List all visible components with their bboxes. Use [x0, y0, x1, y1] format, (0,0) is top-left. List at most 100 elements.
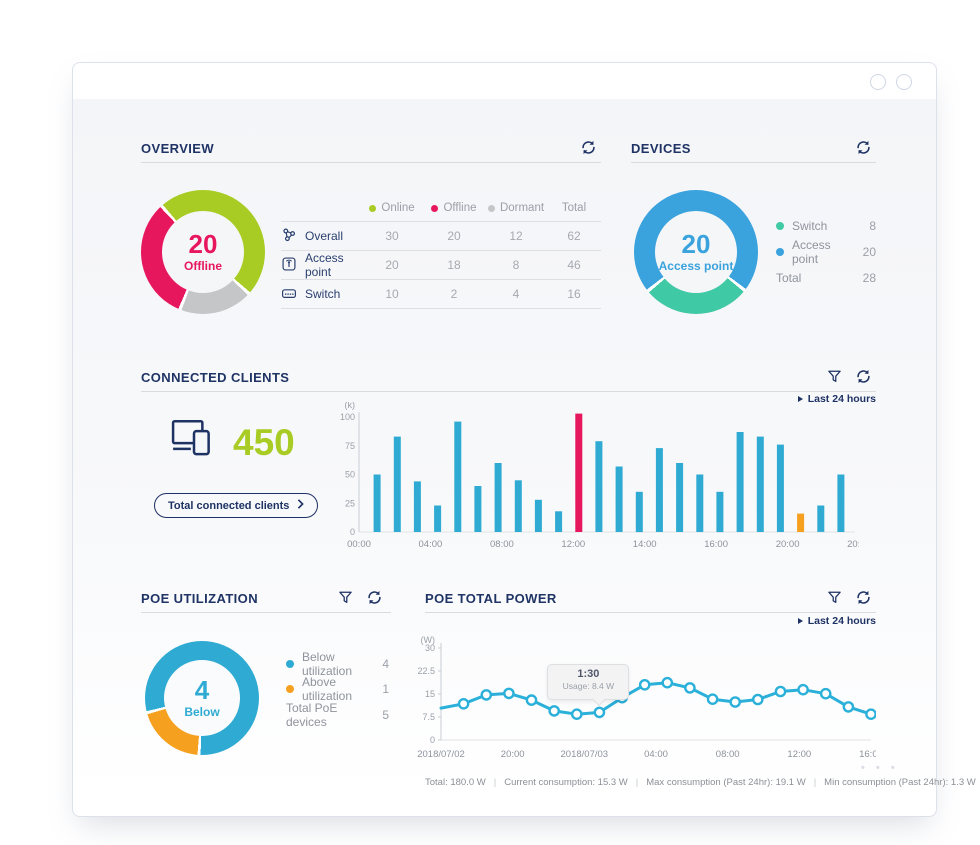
legend-item-below: Below utilization 4 — [286, 649, 389, 678]
switch-dot-icon — [776, 222, 784, 230]
connected-clients-panel: CONNECTED CLIENTS Last 24 hours — [141, 364, 876, 585]
svg-text:16:00: 16:00 — [859, 749, 876, 760]
svg-text:04:00: 04:00 — [644, 749, 668, 760]
devices-legend: Switch 8 Access point 20 Total 28 — [776, 213, 876, 291]
devices-donut-chart[interactable]: 20 Access point — [634, 190, 758, 314]
poe-legend: Below utilization 4 Above utilization 1 … — [286, 649, 389, 729]
svg-text:14:00: 14:00 — [633, 539, 657, 550]
poe-util-title: POE UTILIZATION — [141, 591, 258, 606]
window-circle-icon — [896, 74, 912, 90]
svg-text:15: 15 — [425, 689, 435, 699]
overview-donut-chart[interactable]: 20 Offline — [141, 190, 265, 314]
overall-offline: 20 — [447, 229, 461, 243]
above-dot-icon — [286, 685, 294, 694]
time-range-selector[interactable]: Last 24 hours — [797, 615, 876, 627]
legend-value: 1 — [382, 682, 389, 697]
svg-text:16:00: 16:00 — [704, 539, 728, 550]
button-label: Total connected clients — [168, 499, 290, 512]
devices-donut-value: 20 — [681, 228, 711, 259]
poe-power-line-chart[interactable]: (W) 30 22.5 15 7.5 0 2018/07/02 20:00 2018/07/03… — [401, 635, 883, 775]
legend-label: Below utilization — [302, 649, 353, 678]
overview-table-header: Online Offline Dormant Total — [281, 195, 601, 221]
tooltip-usage: Usage: 8.4 W — [562, 681, 615, 692]
row-label: Access point — [305, 251, 344, 279]
legend-label: Total PoE devices — [286, 700, 338, 729]
footer-max: Max consumption (Past 24hr): 19.1 W — [628, 777, 806, 788]
legend-item-total: Total 28 — [776, 265, 876, 291]
col-online: Online — [381, 202, 415, 214]
svg-text:08:00: 08:00 — [490, 539, 514, 550]
overview-panel: OVERVIEW 20 Offline Online Offli — [141, 135, 601, 365]
svg-text:12:00: 12:00 — [561, 539, 585, 550]
ap-offline: 18 — [447, 258, 461, 272]
svg-text:2018/07/03: 2018/07/03 — [561, 749, 609, 760]
poe-donut-label: Below — [184, 704, 220, 719]
footer-min: Min consumption (Past 24hr): 1.3 W — [806, 777, 976, 788]
devices-donut-label: Access point — [658, 258, 734, 273]
donut-hole — [162, 211, 244, 293]
devices-panel: DEVICES 20 Access point Switch 8 — [631, 135, 876, 365]
chevron-right-icon — [297, 499, 305, 512]
row-label: Switch — [305, 287, 341, 301]
donut-hole — [655, 211, 737, 293]
time-range-selector[interactable]: Last 24 hours — [797, 393, 876, 405]
play-icon — [797, 618, 803, 624]
line-chart-svg: (W)30 22.5 15 7.5 0 2018/07/02 20:00 2018/07/03… — [417, 635, 883, 760]
clients-title: CONNECTED CLIENTS — [141, 370, 290, 385]
below-dot-icon — [286, 659, 294, 668]
svg-text:(W): (W) — [421, 635, 436, 645]
table-row-switch: Switch 10 2 4 16 — [281, 279, 601, 309]
overall-online: 30 — [385, 229, 399, 243]
table-row-overall: Overall 30 20 12 62 — [281, 221, 601, 250]
overview-title: OVERVIEW — [141, 141, 215, 156]
tooltip-time: 1:30 — [577, 668, 600, 681]
donut-hole — [164, 660, 240, 736]
filter-icon[interactable] — [338, 590, 353, 605]
filter-icon[interactable] — [827, 369, 842, 384]
window-circle-icon — [870, 74, 886, 90]
chart-tooltip: 1:30 Usage: 8.4 W — [547, 664, 630, 701]
overview-donut-label: Offline — [184, 258, 222, 273]
overview-table: Online Offline Dormant Total Overall 30 … — [281, 195, 601, 309]
svg-text:20:00: 20:00 — [501, 749, 525, 760]
ap-total: 46 — [567, 258, 581, 272]
network-icon — [281, 227, 297, 246]
legend-label: Switch — [792, 219, 828, 233]
range-label: Last 24 hours — [807, 615, 876, 627]
svg-text:75: 75 — [345, 441, 355, 451]
total-connected-clients-button[interactable]: Total connected clients — [154, 493, 319, 518]
legend-label: Total — [776, 271, 802, 285]
legend-value: 5 — [382, 707, 389, 722]
switch-offline: 2 — [450, 287, 458, 301]
filter-icon[interactable] — [827, 590, 842, 605]
legend-item-access-point: Access point 20 — [776, 238, 876, 266]
legend-label: Access point — [792, 238, 831, 266]
svg-text:22.5: 22.5 — [417, 666, 435, 676]
svg-text:(k): (k) — [345, 402, 356, 410]
dormant-dot-icon — [487, 204, 495, 212]
svg-text:20:00: 20:00 — [776, 539, 800, 550]
footer-total: Total: 180.0 W — [425, 777, 486, 788]
online-dot-icon — [369, 204, 377, 212]
refresh-icon[interactable] — [855, 368, 872, 385]
switch-online: 10 — [385, 287, 399, 301]
clients-bar-chart[interactable]: (k) 100 75 50 25 0 00:00 04:00 08:00 12:00 14:00 16… — [339, 402, 859, 562]
col-dormant: Dormant — [499, 202, 545, 214]
poe-donut-chart[interactable]: 4 Below — [145, 641, 259, 755]
poe-power-header: POE TOTAL POWER — [425, 585, 876, 613]
svg-text:2018/07/02: 2018/07/02 — [417, 749, 465, 760]
refresh-icon[interactable] — [855, 589, 872, 606]
legend-value: 8 — [869, 219, 876, 233]
refresh-icon[interactable] — [855, 139, 872, 156]
overview-header: OVERVIEW — [141, 135, 601, 163]
table-row-access-point: Access point 20 18 8 46 — [281, 250, 601, 279]
overview-donut-value: 20 — [188, 228, 218, 259]
row-label: Overall — [305, 229, 344, 243]
overall-total: 62 — [567, 229, 581, 243]
refresh-icon[interactable] — [580, 139, 597, 156]
legend-item-switch: Switch 8 — [776, 213, 876, 239]
refresh-icon[interactable] — [366, 589, 383, 606]
poe-donut-value: 4 — [194, 674, 210, 705]
ap-dormant: 8 — [512, 258, 520, 272]
offline-dot-icon — [431, 204, 439, 212]
